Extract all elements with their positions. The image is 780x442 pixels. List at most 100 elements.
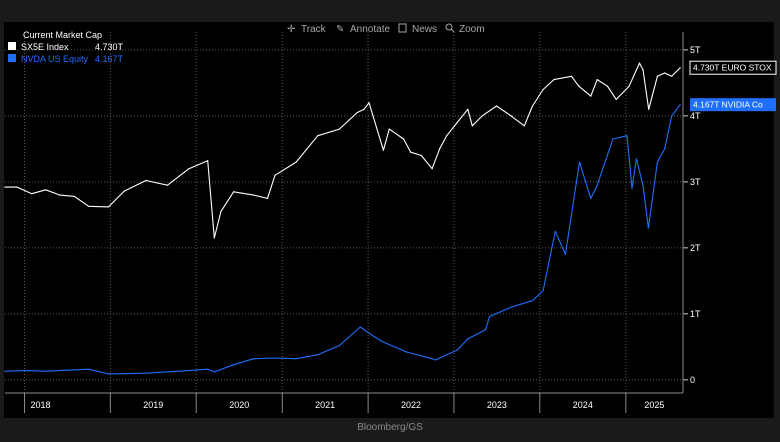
news-label: News	[412, 24, 437, 35]
x-axis: 2018 2019 2020 2021 2022 2023 2024 2025	[5, 392, 683, 413]
y-tick-label: 1T	[690, 309, 701, 319]
series-point	[420, 154, 422, 157]
series-point	[510, 306, 512, 308]
track-button[interactable]: ✛ Track	[287, 24, 327, 35]
series-point	[253, 358, 255, 360]
series-point	[456, 349, 458, 351]
series-point	[207, 160, 209, 162]
series-point	[4, 370, 6, 372]
series-point	[612, 138, 614, 140]
series-point	[523, 125, 525, 127]
series-point	[123, 190, 125, 192]
x-tick-label: 2023	[487, 400, 507, 410]
y-tick-label: 3T	[690, 177, 701, 187]
series-point	[27, 370, 29, 372]
annotate-button[interactable]: ✎ Annotate	[336, 24, 390, 35]
series-point	[166, 184, 169, 186]
series-point	[356, 112, 358, 114]
zoom-button[interactable]: Zoom	[445, 23, 485, 35]
series-point	[59, 194, 61, 196]
series-point	[88, 205, 90, 207]
series-point	[317, 354, 319, 356]
series-point	[642, 184, 644, 186]
crosshair-icon: ✛	[287, 24, 295, 35]
x-tick-label: 2024	[573, 400, 593, 410]
series-point	[590, 95, 592, 97]
series-point	[431, 168, 433, 170]
series-point	[88, 368, 90, 370]
last-value-labels: 4.730T EURO STOX 4.167T NVIDIA Co	[689, 60, 777, 112]
series-point	[510, 115, 512, 117]
series-point	[431, 358, 433, 360]
series-point	[253, 194, 255, 196]
y-tick-label: 5T	[690, 45, 701, 55]
series-point	[635, 158, 638, 160]
series-point	[145, 179, 147, 182]
series-point	[664, 72, 666, 74]
series-point	[4, 186, 6, 188]
legend-entry-nvda: NVDA US Equity 4.167T	[8, 54, 124, 64]
series-point	[213, 371, 215, 373]
last-value-tag-sx5e	[689, 60, 777, 75]
series-point	[628, 85, 630, 87]
series-point	[596, 184, 598, 186]
series-point	[679, 67, 681, 69]
series-point	[295, 358, 297, 360]
annotate-label: Annotate	[350, 24, 390, 35]
legend-title: Current Market Cap	[23, 30, 102, 40]
zoom-label: Zoom	[459, 24, 485, 35]
series-point	[207, 368, 209, 370]
series-point	[434, 359, 436, 361]
series-point	[220, 211, 222, 213]
series-point	[578, 85, 580, 87]
legend-value-sx5e: 4.730T	[95, 42, 124, 52]
x-tick-label: 2025	[644, 400, 664, 410]
y-tick-label: 4T	[690, 111, 701, 121]
series-point	[295, 161, 297, 163]
y-axis: 0 1T 2T 3T 4T 5T	[682, 32, 701, 393]
source-label: Bloomberg/GS	[357, 422, 423, 433]
series-point	[274, 357, 276, 359]
series-point	[266, 197, 269, 199]
series-point	[16, 186, 18, 188]
series-point	[368, 102, 370, 104]
series-point	[671, 115, 673, 117]
series-point	[370, 334, 372, 336]
series-point	[656, 75, 659, 77]
series-point	[590, 197, 592, 199]
series-point	[73, 195, 75, 197]
last-value-label-sx5e: 4.730T EURO STOX	[693, 63, 772, 73]
series-point	[570, 75, 573, 77]
last-value-tag-nvda	[690, 98, 776, 112]
series-point	[596, 79, 598, 81]
series-point	[410, 151, 412, 153]
series-point	[656, 161, 659, 163]
series-point	[403, 138, 405, 140]
legend: Current Market Cap SX5E Index 4.730T NVD…	[8, 30, 124, 64]
series-point	[647, 227, 650, 229]
series-point	[638, 62, 641, 64]
series-point	[231, 364, 233, 366]
grid-layer	[5, 32, 683, 393]
series-point	[578, 161, 581, 163]
track-label: Track	[301, 24, 327, 35]
x-tick-label: 2022	[401, 400, 421, 410]
series-point	[107, 373, 110, 375]
series-point	[338, 128, 340, 130]
series-point	[554, 230, 556, 232]
news-button[interactable]: News	[398, 23, 437, 35]
last-value-label-nvda: 4.167T NVIDIA Co	[693, 100, 763, 110]
series-point	[488, 315, 491, 318]
series-point	[359, 326, 361, 328]
pencil-icon: ✎	[336, 24, 344, 35]
series-point	[484, 329, 487, 331]
series-point	[31, 193, 33, 195]
series-point	[338, 344, 340, 347]
y-tick-label: 2T	[690, 243, 701, 253]
series-point	[388, 128, 390, 130]
series-point	[495, 105, 498, 107]
series-point	[233, 191, 235, 193]
series-point	[382, 149, 384, 151]
